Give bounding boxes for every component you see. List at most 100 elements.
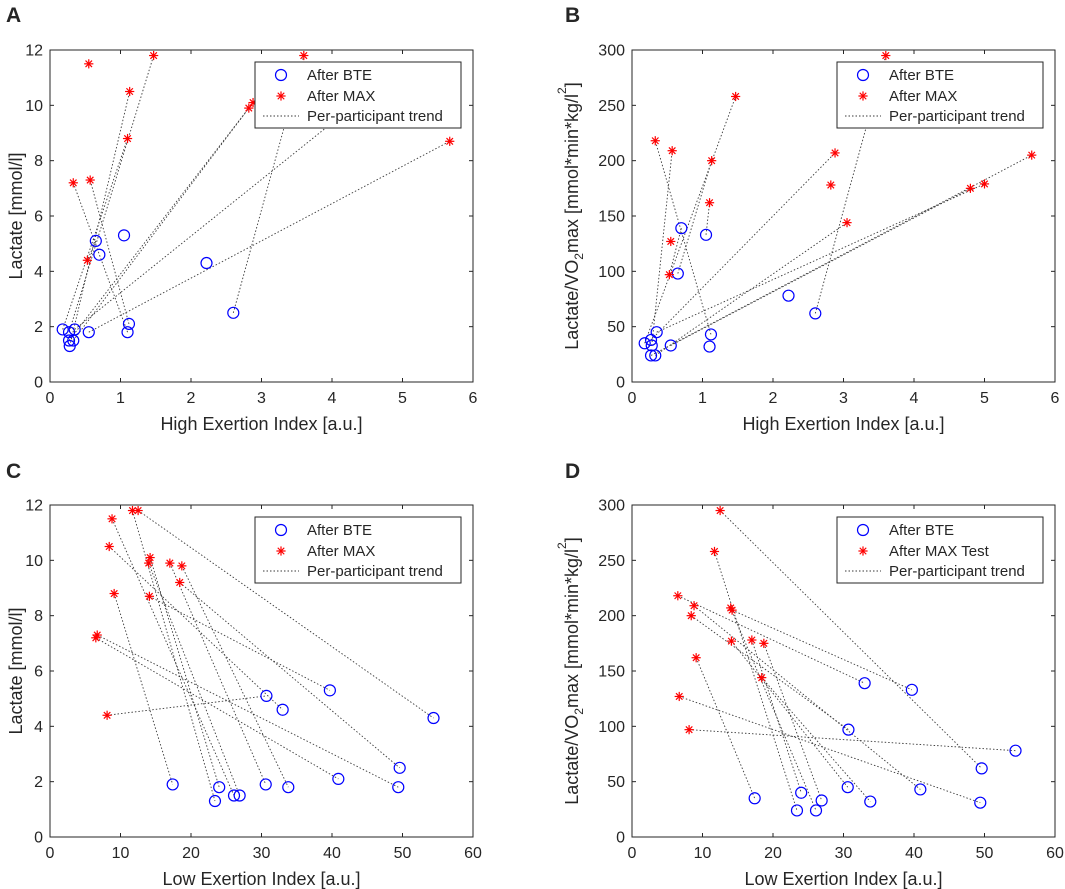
x-tick-label: 4 (328, 390, 337, 407)
y-tick-label: 0 (34, 830, 43, 847)
legend: After BTE After MAX Test Per-participant t… (836, 516, 1044, 584)
y-tick-label: 250 (598, 98, 625, 115)
trend-line (232, 55, 305, 313)
x-tick-label: 40 (323, 845, 341, 862)
trend-line (181, 565, 289, 788)
bte-point (62, 334, 76, 347)
legend-label: After BTE (307, 67, 372, 84)
panel-letter: C (6, 460, 21, 483)
bte-point (208, 794, 222, 808)
bte-point (93, 248, 106, 261)
legend-bte-marker (856, 523, 870, 537)
trend-line (89, 179, 130, 325)
max-point (68, 178, 78, 188)
x-axis-label: Low Exertion Index [a.u.] (744, 869, 942, 889)
bte-point (704, 328, 718, 341)
max-point (175, 577, 185, 588)
x-axis-label: High Exertion Index [a.u.] (742, 414, 944, 434)
bte-point (914, 783, 927, 796)
trend-line (731, 640, 849, 788)
max-point (667, 146, 677, 156)
legend-bte-marker (274, 68, 288, 82)
max-point (691, 653, 701, 663)
max-point (122, 133, 133, 144)
max-point (757, 673, 767, 683)
trend-line (677, 595, 865, 684)
plot-area (673, 505, 1022, 817)
x-tick-label: 0 (628, 390, 637, 407)
max-point (82, 255, 92, 265)
bte-point (815, 794, 828, 807)
y-tick-label: 12 (25, 498, 43, 515)
y-axis-label: Lactate [mmol/l] (6, 152, 26, 279)
bte-point (82, 326, 95, 339)
max-point (684, 725, 694, 735)
max-point (144, 591, 155, 601)
y-tick-label: 150 (598, 209, 625, 226)
legend-label: After MAX Test (889, 543, 990, 560)
y-axis-label-part: ] (562, 82, 582, 87)
max-point (125, 86, 135, 97)
x-tick-label: 2 (187, 390, 196, 407)
max-point (709, 546, 720, 557)
max-point (830, 148, 840, 158)
y-axis-label-part: 2 (572, 708, 586, 715)
trend-line (149, 595, 331, 691)
y-tick-label: 50 (607, 319, 625, 336)
max-point (965, 183, 975, 193)
bte-point (671, 267, 684, 280)
trend-line (72, 102, 254, 341)
bte-point (809, 804, 823, 817)
trend-line (651, 150, 673, 346)
bte-point (638, 337, 651, 350)
plot-area (56, 50, 455, 353)
x-tick-label: 60 (1046, 845, 1064, 862)
trend-line (814, 55, 887, 314)
y-tick-label: 4 (34, 264, 43, 281)
y-tick-label: 12 (25, 43, 43, 60)
max-point (666, 236, 676, 247)
x-tick-label: 20 (182, 845, 200, 862)
x-tick-label: 20 (764, 845, 782, 862)
y-tick-label: 300 (598, 498, 625, 515)
bte-point (650, 326, 663, 339)
y-tick-label: 2 (34, 319, 43, 336)
max-point (731, 91, 741, 102)
trend-line (751, 639, 802, 793)
bte-point (905, 683, 918, 696)
y-tick-label: 8 (34, 608, 43, 625)
bte-point (675, 222, 688, 235)
x-axis-label: Low Exertion Index [a.u.] (162, 869, 360, 889)
y-axis-label-part: max [mmol*min*kg/l (562, 549, 582, 708)
y-tick-label: 0 (34, 375, 43, 392)
max-point (144, 558, 154, 568)
bte-point (644, 349, 658, 362)
legend-bte-marker (274, 523, 288, 537)
bte-point (858, 677, 871, 690)
max-point (445, 136, 455, 146)
trend-line (95, 637, 339, 780)
bte-point (864, 795, 877, 808)
bte-point (975, 762, 988, 775)
legend-label: Per-participant trend (889, 108, 1025, 125)
bte-point (213, 781, 226, 794)
max-point (747, 635, 757, 645)
panel-b: B 0 1 2 3 4 5 6 0 50 100 150 200 250 300 High Exertion … (555, 4, 1060, 434)
max-point (664, 270, 674, 280)
bte-point (790, 804, 804, 817)
y-axis-label-part: max [mmol*min*kg/l (562, 94, 582, 253)
trend-line (68, 107, 250, 341)
max-point (107, 514, 117, 524)
max-point (299, 50, 309, 61)
x-tick-label: 0 (46, 845, 55, 862)
trend-line (72, 182, 128, 333)
legend-label: Per-participant trend (889, 563, 1025, 580)
legend-label: Per-participant trend (307, 563, 443, 580)
max-point (689, 601, 699, 611)
y-tick-label: 6 (34, 209, 43, 226)
bte-point (276, 703, 289, 716)
max-point (85, 175, 95, 185)
plot-area (91, 505, 440, 808)
y-tick-label: 6 (34, 664, 43, 681)
bte-point (393, 761, 406, 774)
